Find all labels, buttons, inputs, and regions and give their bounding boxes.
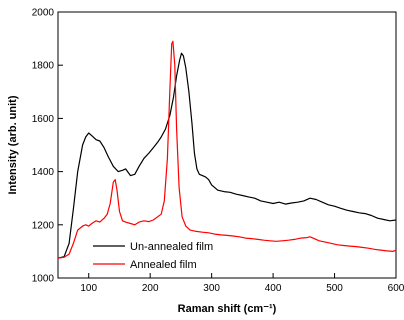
y-tick-label: 2000 (32, 8, 55, 19)
series-line-un-annealed (57, 52, 397, 259)
x-axis: 100 200 300 400 500 600 (80, 273, 404, 294)
x-tick-label: 300 (203, 283, 220, 294)
y-tick-label: 1400 (32, 167, 55, 178)
series-layer (57, 40, 397, 259)
y-tick-label: 1600 (32, 114, 55, 125)
legend: Un-annealed film Annealed film (93, 241, 213, 271)
legend-label-annealed: Annealed film (130, 259, 197, 271)
y-axis: 1000 1200 1400 1600 1800 2000 (32, 8, 63, 285)
plot-area (57, 11, 397, 279)
x-tick-label: 100 (80, 283, 97, 294)
legend-label-un-annealed: Un-annealed film (130, 241, 213, 253)
series-line-annealed (57, 40, 397, 259)
y-tick-label: 1800 (32, 61, 55, 72)
y-tick-label: 1000 (32, 274, 55, 285)
x-axis-title: Raman shift (cm⁻¹) (178, 303, 277, 315)
x-tick-label: 200 (142, 283, 159, 294)
x-tick-label: 600 (388, 283, 404, 294)
x-tick-label: 500 (326, 283, 343, 294)
y-axis-title: Intensity (arb. unit) (7, 95, 19, 194)
plot-frame (57, 11, 397, 279)
y-tick-label: 1200 (32, 220, 55, 231)
x-tick-label: 400 (265, 283, 282, 294)
